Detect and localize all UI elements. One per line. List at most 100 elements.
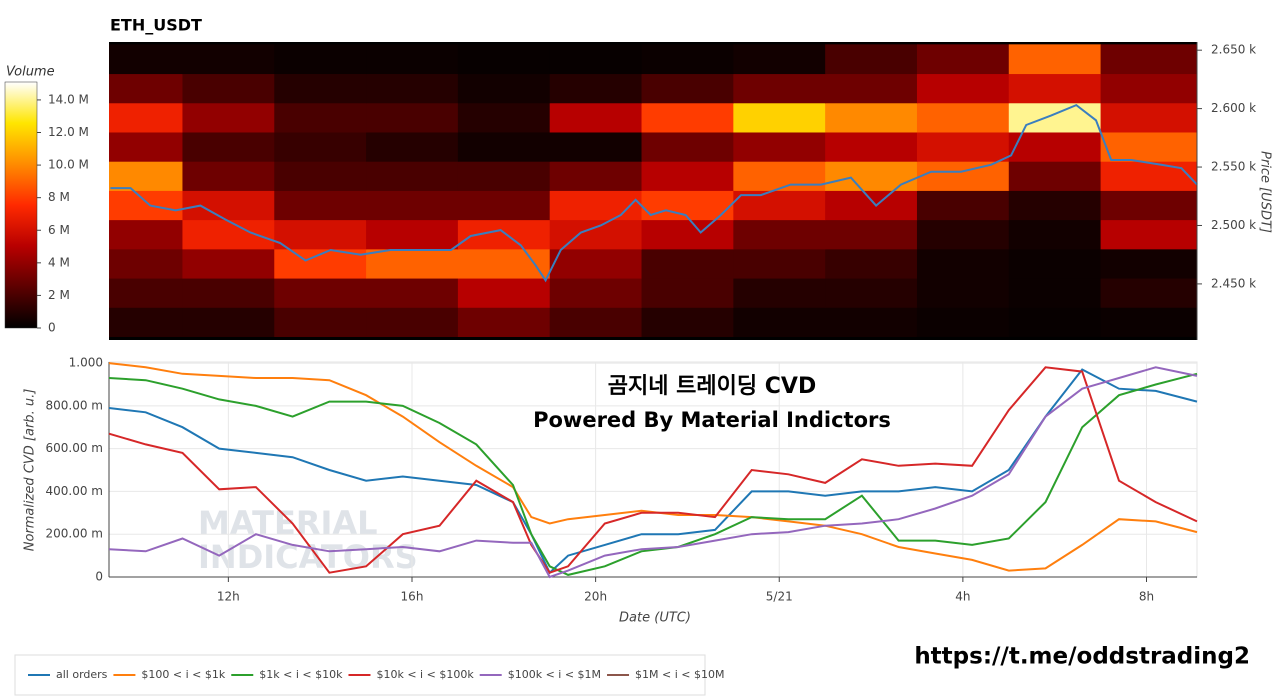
heatmap-cell [916, 307, 1010, 337]
heatmap-cell [1008, 161, 1102, 191]
x-tick-label: 16h [401, 590, 424, 604]
heatmap-cell [274, 131, 367, 162]
heatmap-cell [1008, 219, 1102, 250]
heatmap-cell [182, 131, 275, 162]
y-tick-label: 2.500 k [1211, 218, 1256, 232]
heatmap-cell [1100, 248, 1198, 279]
heatmap-cell [457, 44, 551, 75]
heatmap-cell [916, 131, 1010, 162]
heatmap-cell [825, 278, 918, 308]
heatmap-cell [733, 161, 826, 191]
legend-label: $100k < i < $1M [508, 668, 601, 681]
colorbar-tick-label: 8 M [48, 190, 70, 204]
heatmap-cell [366, 131, 459, 162]
heatmap-cell [182, 278, 275, 308]
y-tick-label: 800.00 m [46, 398, 104, 412]
annotation: 곰지네 트레이딩 CVD [608, 374, 816, 399]
heatmap-cell [1100, 190, 1198, 221]
heatmap-cell [916, 44, 1010, 75]
heatmap-cell [274, 190, 367, 221]
y-tick-label: 2.600 k [1211, 101, 1256, 115]
heatmap-cell [916, 161, 1010, 191]
heatmap-cell [1008, 102, 1102, 133]
heatmap-cell [457, 307, 551, 337]
heatmap-cell [109, 131, 183, 162]
heatmap-cell [549, 73, 643, 104]
heatmap-cell [1100, 131, 1198, 162]
heatmap-cell [549, 219, 643, 250]
heatmap-cell [1100, 161, 1198, 191]
heatmap-cell [366, 307, 459, 337]
colorbar-tick-label: 12.0 M [48, 125, 89, 139]
heatmap-cell [641, 307, 734, 337]
heatmap-cell [1008, 44, 1102, 75]
heatmap-cell [916, 73, 1010, 104]
heatmap-cell [182, 73, 275, 104]
heatmap-cell [1008, 278, 1102, 308]
heatmap-cell [457, 219, 551, 250]
legend-label: $1k < i < $10k [259, 668, 343, 681]
heatmap-cell [182, 219, 275, 250]
heatmap-cell [366, 161, 459, 191]
heatmap-cell [549, 278, 643, 308]
heatmap-cell [549, 102, 643, 133]
y-tick-label: 2.650 k [1211, 43, 1256, 57]
series-line [108, 362, 1198, 572]
heatmap-cell [825, 248, 918, 279]
heatmap-cell [825, 102, 918, 133]
x-tick-label: 8h [1139, 590, 1154, 604]
y-tick-label: 2.550 k [1211, 160, 1256, 174]
heatmap-cell [916, 278, 1010, 308]
heatmap-cell [733, 307, 826, 337]
colorbar-tick-label: 0 [48, 321, 56, 335]
heatmap-cell [1008, 190, 1102, 221]
heatmap-cell [825, 307, 918, 337]
heatmap-cell [733, 131, 826, 162]
heatmap-cell [825, 190, 918, 221]
heatmap-cell [1100, 307, 1198, 337]
heatmap-cell [1008, 248, 1102, 279]
heatmap-cell [182, 190, 275, 221]
heatmap-cell [916, 219, 1010, 250]
heatmap-cell [549, 44, 643, 75]
heatmap-cell [733, 73, 826, 104]
y-tick-label: 200.00 m [46, 527, 104, 541]
heatmap-cell [182, 307, 275, 337]
heatmap-cell [109, 248, 183, 279]
x-axis-label: Date (UTC) [619, 611, 691, 626]
legend-label: all orders [56, 668, 108, 681]
heatmap-cell [916, 190, 1010, 221]
series-line [108, 372, 1198, 576]
heatmap-cell [641, 102, 734, 133]
heatmap-cell [182, 102, 275, 133]
heatmap-cell [457, 190, 551, 221]
annotation: Powered By Material Indictors [533, 408, 891, 432]
heatmap-cell [641, 248, 734, 279]
heatmap [109, 44, 1198, 337]
heatmap-cell [182, 161, 275, 191]
heatmap-cell [1008, 131, 1102, 162]
heatmap-cell [274, 278, 367, 308]
heatmap-cell [366, 44, 459, 75]
heatmap-cell [549, 190, 643, 221]
heatmap-cell [366, 73, 459, 104]
heatmap-cell [916, 102, 1010, 133]
colorbar-tick-label: 2 M [48, 288, 70, 302]
legend-label: $100 < i < $1k [141, 668, 225, 681]
series-line [108, 366, 1198, 574]
heatmap-cell [825, 161, 918, 191]
heatmap-cell [274, 73, 367, 104]
heatmap-cell [109, 44, 183, 75]
heatmap-cell [182, 44, 275, 75]
watermark: MATERIAL [198, 504, 378, 542]
heatmap-cell [457, 161, 551, 191]
heatmap-cell [549, 307, 643, 337]
heatmap-cell [825, 44, 918, 75]
colorbar-tick-label: 14.0 M [48, 92, 89, 106]
heatmap-cell [457, 278, 551, 308]
heatmap-cell [641, 190, 734, 221]
x-tick-label: 5/21 [766, 590, 793, 604]
colorbar [4, 81, 38, 329]
heatmap-cell [825, 131, 918, 162]
